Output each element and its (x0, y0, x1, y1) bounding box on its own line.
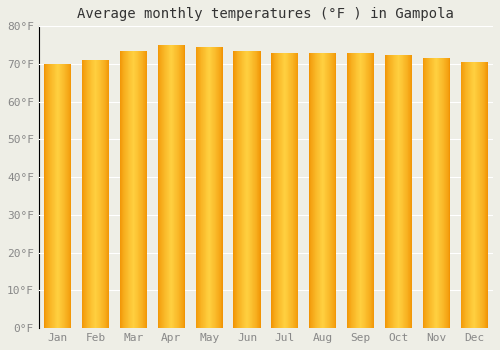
Title: Average monthly temperatures (°F ) in Gampola: Average monthly temperatures (°F ) in Ga… (78, 7, 454, 21)
